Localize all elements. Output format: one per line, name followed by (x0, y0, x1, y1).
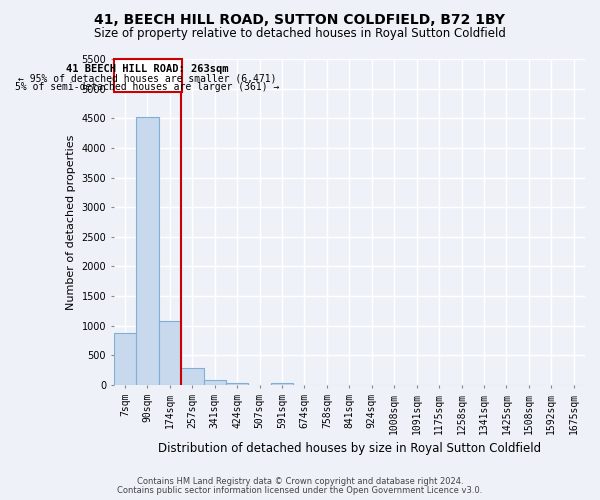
X-axis label: Distribution of detached houses by size in Royal Sutton Coldfield: Distribution of detached houses by size … (158, 442, 541, 455)
Bar (203, 380, 226, 385)
Text: 5% of semi-detached houses are larger (361) →: 5% of semi-detached houses are larger (3… (16, 82, 280, 92)
Bar (114, 334, 136, 385)
Text: Contains public sector information licensed under the Open Government Licence v3: Contains public sector information licen… (118, 486, 482, 495)
Bar (158, 321, 181, 385)
Text: Size of property relative to detached houses in Royal Sutton Coldfield: Size of property relative to detached ho… (94, 28, 506, 40)
Bar (181, 368, 203, 385)
Bar (226, 383, 248, 385)
Text: 41, BEECH HILL ROAD, SUTTON COLDFIELD, B72 1BY: 41, BEECH HILL ROAD, SUTTON COLDFIELD, B… (95, 12, 505, 26)
Bar (136, 117, 158, 385)
Text: 41 BEECH HILL ROAD: 263sqm: 41 BEECH HILL ROAD: 263sqm (67, 64, 229, 74)
Text: Contains HM Land Registry data © Crown copyright and database right 2024.: Contains HM Land Registry data © Crown c… (137, 477, 463, 486)
Text: ← 95% of detached houses are smaller (6,471): ← 95% of detached houses are smaller (6,… (19, 73, 277, 83)
Y-axis label: Number of detached properties: Number of detached properties (66, 134, 76, 310)
Bar (271, 383, 293, 385)
FancyBboxPatch shape (114, 59, 182, 92)
